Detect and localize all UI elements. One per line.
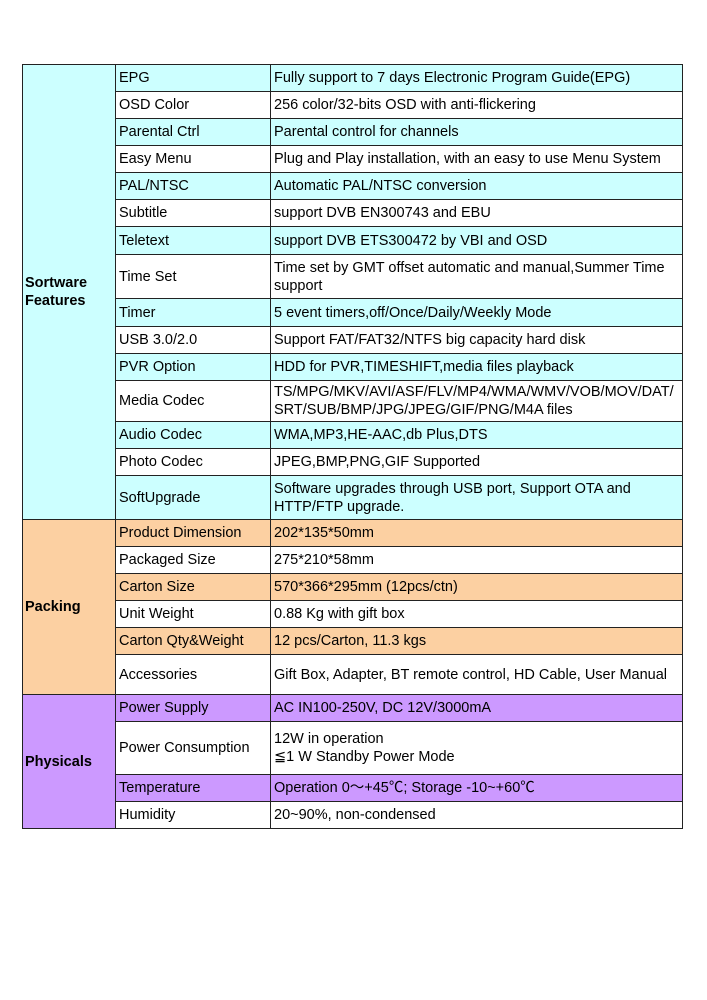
spec-row: Carton Size 570*366*295mm (12pcs/ctn) [23, 573, 683, 601]
spec-value: WMA,MP3,HE-AAC,db Plus,DTS [270, 421, 683, 449]
spec-value: JPEG,BMP,PNG,GIF Supported [270, 448, 683, 476]
spec-value: TS/MPG/MKV/AVI/ASF/FLV/MP4/WMA/WMV/VOB/M… [270, 380, 683, 422]
spec-label: Photo Codec [115, 448, 271, 476]
spec-label: Temperature [115, 774, 271, 802]
spec-value: Support FAT/FAT32/NTFS big capacity hard… [270, 326, 683, 354]
spec-row: USB 3.0/2.0 Support FAT/FAT32/NTFS big ca… [23, 326, 683, 354]
spec-value: Time set by GMT offset automatic and man… [270, 254, 683, 299]
spec-row: Teletext support DVB ETS300472 by VBI and… [23, 226, 683, 255]
spec-row: Time Set Time set by GMT offset automatic… [23, 254, 683, 299]
spec-label: Power Supply [115, 694, 271, 722]
spec-label: Timer [115, 298, 271, 327]
spec-label: PAL/NTSC [115, 172, 271, 200]
spec-label: Power Consumption [115, 721, 271, 775]
spec-value: 570*366*295mm (12pcs/ctn) [270, 573, 683, 601]
spec-label: Media Codec [115, 380, 271, 422]
section-title: Packing [22, 519, 116, 695]
spec-label: Accessories [115, 654, 271, 695]
spec-row: Media Codec TS/MPG/MKV/AVI/ASF/FLV/MP4/WM… [23, 380, 683, 422]
spec-row: Physicals Power Supply AC IN100-250V, DC 1… [22, 694, 683, 829]
spec-value: HDD for PVR,TIMESHIFT,media files playba… [270, 353, 683, 381]
spec-row: Temperature Operation 0～+45℃; Storage -10… [23, 774, 683, 802]
spec-label: Carton Size [115, 573, 271, 601]
spec-row: Audio Codec WMA,MP3,HE-AAC,db Plus,DTS [23, 421, 683, 449]
spec-row: PVR Option HDD for PVR,TIMESHIFT,media fi… [23, 353, 683, 381]
spec-row: Parental Ctrl Parental control for channe… [23, 118, 683, 146]
spec-label: Carton Qty&Weight [115, 627, 271, 655]
spec-row: SoftUpgrade Software upgrades through USB… [23, 475, 683, 520]
spec-value: Parental control for channels [270, 118, 683, 146]
spec-row: Packaged Size 275*210*58mm [23, 546, 683, 574]
spec-value: Software upgrades through USB port, Supp… [270, 475, 683, 520]
spec-label: Subtitle [115, 199, 271, 227]
section-title: Physicals [22, 694, 116, 829]
spec-label: Teletext [115, 226, 271, 255]
spec-value: 202*135*50mm [270, 519, 683, 547]
spec-row: Power Consumption 12W in operation ≦1 W S… [23, 721, 683, 775]
spec-value: AC IN100-250V, DC 12V/3000mA [270, 694, 683, 722]
spec-row: Easy Menu Plug and Play installation, wit… [23, 145, 683, 173]
spec-row: Packing Product Dimension 202*135*50mm [22, 519, 683, 695]
spec-row: Humidity 20~90%, non-condensed [23, 801, 683, 829]
spec-row: Subtitle support DVB EN300743 and EBU [23, 199, 683, 227]
spec-row: Unit Weight 0.88 Kg with gift box [23, 600, 683, 628]
spec-label: Unit Weight [115, 600, 271, 628]
spec-value: support DVB ETS300472 by VBI and OSD [270, 226, 683, 255]
spec-value: Fully support to 7 days Electronic Progr… [270, 64, 683, 92]
spec-value: 12 pcs/Carton, 11.3 kgs [270, 627, 683, 655]
spec-table: Sortware Features EPG Fully support to 7 d… [22, 64, 683, 829]
spec-label: Product Dimension [115, 519, 271, 547]
spec-value: 12W in operation ≦1 W Standby Power Mode [270, 721, 683, 775]
spec-label: EPG [115, 64, 271, 92]
spec-value: Operation 0～+45℃; Storage -10~+60℃ [270, 774, 683, 802]
spec-value: Plug and Play installation, with an easy… [270, 145, 683, 173]
spec-label: Easy Menu [115, 145, 271, 173]
spec-value: support DVB EN300743 and EBU [270, 199, 683, 227]
spec-label: Time Set [115, 254, 271, 299]
spec-label: SoftUpgrade [115, 475, 271, 520]
spec-row: OSD Color 256 color/32-bits OSD with anti… [23, 91, 683, 119]
spec-row: Photo Codec JPEG,BMP,PNG,GIF Supported [23, 448, 683, 476]
section-title: Sortware Features [22, 64, 116, 520]
spec-label: Humidity [115, 801, 271, 829]
spec-value: Gift Box, Adapter, BT remote control, HD… [270, 654, 683, 695]
spec-label: Packaged Size [115, 546, 271, 574]
spec-value: 20~90%, non-condensed [270, 801, 683, 829]
spec-row: Timer 5 event timers,off/Once/Daily/Weekl… [23, 298, 683, 327]
spec-value: 275*210*58mm [270, 546, 683, 574]
spec-row: Carton Qty&Weight 12 pcs/Carton, 11.3 kgs [23, 627, 683, 655]
spec-value: 5 event timers,off/Once/Daily/Weekly Mod… [270, 298, 683, 327]
spec-row: PAL/NTSC Automatic PAL/NTSC conversion [23, 172, 683, 200]
spec-label: Parental Ctrl [115, 118, 271, 146]
spec-value: Automatic PAL/NTSC conversion [270, 172, 683, 200]
spec-row: Accessories Gift Box, Adapter, BT remote… [23, 654, 683, 695]
spec-value: 0.88 Kg with gift box [270, 600, 683, 628]
spec-label: USB 3.0/2.0 [115, 326, 271, 354]
spec-value: 256 color/32-bits OSD with anti-flickeri… [270, 91, 683, 119]
spec-row: Sortware Features EPG Fully support to 7 d… [22, 64, 683, 520]
spec-label: PVR Option [115, 353, 271, 381]
spec-label: Audio Codec [115, 421, 271, 449]
spec-label: OSD Color [115, 91, 271, 119]
